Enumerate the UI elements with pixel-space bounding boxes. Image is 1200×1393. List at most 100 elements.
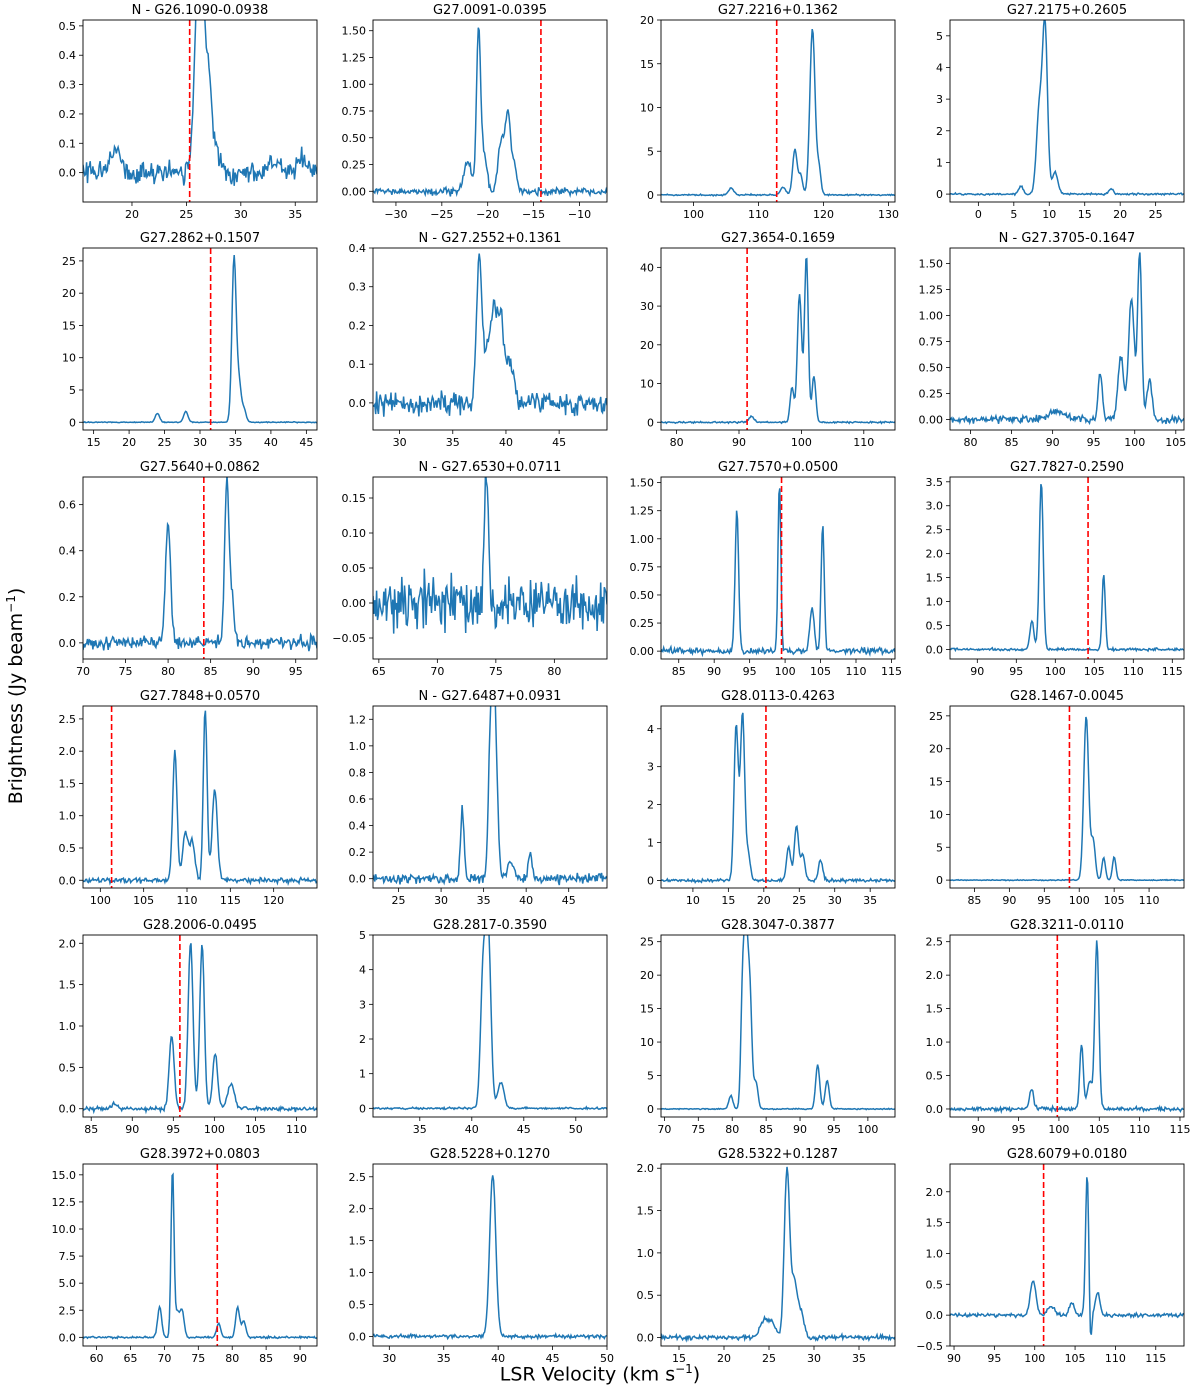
x-tick-label: 5 [1010, 208, 1017, 221]
y-tick-label: 2.5 [926, 936, 944, 949]
panel-frame [660, 1163, 896, 1347]
y-tick-label: 0 [69, 416, 76, 429]
panel-frame [82, 19, 318, 203]
panel-frame [372, 705, 608, 889]
y-tick-label: 0.0 [637, 1332, 655, 1345]
x-tick-label: 80 [964, 436, 978, 449]
x-tick-label: 95 [827, 1123, 841, 1136]
panel-title: N - G27.6487+0.0931 [419, 689, 562, 704]
spectrum-line [373, 706, 607, 886]
y-tick-label: 0.0 [926, 643, 944, 656]
panel-frame [949, 247, 1185, 431]
y-tick-label: 0.3 [349, 281, 367, 294]
spectrum-line [661, 28, 895, 198]
panel-22: G28.5228+0.1270 30 35 40 45 50 0.0 0.5 1.0 1.5 2.0… [349, 1147, 615, 1365]
panel-21: G28.3972+0.0803 60 65 70 75 80 85 90 0.0 2.5 5.0 7.… [52, 1147, 318, 1365]
panel-frame [949, 476, 1185, 660]
x-tick-label: 90 [793, 1123, 807, 1136]
y-tick-label: 5 [359, 929, 366, 942]
y-tick-label: 1.0 [349, 740, 367, 753]
x-tick-label: 20 [757, 894, 771, 907]
panel-frame [660, 934, 896, 1118]
y-tick-label: 0.5 [59, 20, 77, 33]
y-tick-label: 1.25 [630, 505, 655, 518]
x-tick-label: 115 [881, 665, 902, 678]
x-tick-label: 35 [446, 436, 460, 449]
y-tick-label: 0.5 [637, 1289, 655, 1302]
x-tick-label: 70 [657, 1123, 671, 1136]
y-tick-label: 1.0 [349, 1267, 367, 1280]
y-axis-label: Brightness (Jy beam−1) [4, 588, 27, 805]
x-tick-label: 80 [725, 1123, 739, 1136]
y-tick-label: 1.50 [919, 258, 944, 271]
x-tick-label: 20 [717, 1352, 731, 1365]
panel-title: G28.6079+0.0180 [1007, 1147, 1127, 1162]
y-tick-label: 0.75 [342, 105, 367, 118]
x-tick-label: 100 [1048, 1123, 1069, 1136]
y-tick-label: 5 [647, 1070, 654, 1083]
x-tick-label: 20 [122, 436, 136, 449]
y-tick-label: 0.5 [926, 1278, 944, 1291]
x-tick-label: 105 [1084, 665, 1105, 678]
y-tick-label: −0.5 [916, 1340, 943, 1353]
y-tick-label: 0.6 [59, 499, 77, 512]
y-tick-label: 1.0 [926, 596, 944, 609]
x-tick-label: 30 [382, 1352, 396, 1365]
y-tick-label: 0.0 [926, 1309, 944, 1322]
x-tick-label: 20 [125, 208, 139, 221]
y-tick-label: 25 [929, 710, 943, 723]
x-tick-label: 10 [686, 894, 700, 907]
y-tick-label: 10 [640, 102, 654, 115]
x-tick-label: 35 [477, 894, 491, 907]
y-tick-label: 1.0 [926, 1247, 944, 1260]
x-tick-label: 40 [465, 1123, 479, 1136]
y-tick-label: 20 [640, 339, 654, 352]
panel-11: G27.7570+0.0500 85 90 95 100 105 110 115 0.00 0.2… [630, 460, 902, 678]
x-tick-label: 40 [491, 1352, 505, 1365]
x-tick-label: 80 [670, 436, 684, 449]
x-tick-label: 40 [499, 436, 513, 449]
x-tick-label: −10 [568, 208, 591, 221]
panel-frame [372, 19, 608, 203]
y-tick-label: 2.0 [59, 937, 77, 950]
y-tick-label: 5 [69, 384, 76, 397]
x-tick-label: 100 [775, 665, 796, 678]
panel-title: G28.2006-0.0495 [143, 918, 257, 933]
panel-title: G28.1467-0.0045 [1010, 689, 1124, 704]
x-tick-label: 30 [393, 436, 407, 449]
y-tick-label: 0.15 [342, 492, 367, 505]
y-tick-label: 12.5 [52, 1196, 77, 1209]
panel-17: G28.2006-0.0495 85 90 95 100 105 110 0.0 0.5 1.0 1… [59, 918, 318, 1136]
x-tick-label: 105 [810, 665, 831, 678]
y-axis-label-sup: −1 [4, 595, 18, 613]
y-tick-label: 0.25 [342, 159, 367, 172]
y-tick-label: 1 [647, 837, 654, 850]
y-tick-label: 20 [640, 969, 654, 982]
y-tick-label: 1.00 [630, 533, 655, 546]
y-tick-label: 0.8 [349, 766, 367, 779]
y-tick-label: 0.10 [342, 527, 367, 540]
y-tick-label: 0.4 [349, 820, 367, 833]
spectrum-line [661, 257, 895, 425]
y-tick-label: 0.0 [349, 1330, 367, 1343]
x-tick-label: 110 [1139, 894, 1160, 907]
y-tick-label: 1.50 [342, 25, 367, 38]
y-tick-label: 0.00 [342, 597, 367, 610]
x-tick-label: 110 [1105, 1352, 1126, 1365]
panel-title: N - G27.2552+0.1361 [419, 231, 562, 246]
panel-20: G28.3211-0.0110 90 95 100 105 110 115 0.0 0.5 1.0… [926, 918, 1191, 1136]
x-tick-label: 75 [119, 665, 133, 678]
spectrum-line [950, 20, 1184, 197]
panel-title: G27.7570+0.0500 [718, 460, 838, 475]
spectrum-line [950, 1177, 1184, 1335]
y-tick-label: 0.1 [59, 137, 77, 150]
spectrum-line [661, 712, 895, 885]
y-tick-label: 0 [647, 416, 654, 429]
x-tick-label: 105 [1104, 894, 1125, 907]
y-tick-label: 0.0 [926, 1103, 944, 1116]
y-tick-label: 0 [936, 874, 943, 887]
x-tick-label: 70 [430, 665, 444, 678]
x-tick-label: 45 [517, 1123, 531, 1136]
x-tick-label: 35 [413, 1123, 427, 1136]
x-tick-label: 35 [228, 436, 242, 449]
